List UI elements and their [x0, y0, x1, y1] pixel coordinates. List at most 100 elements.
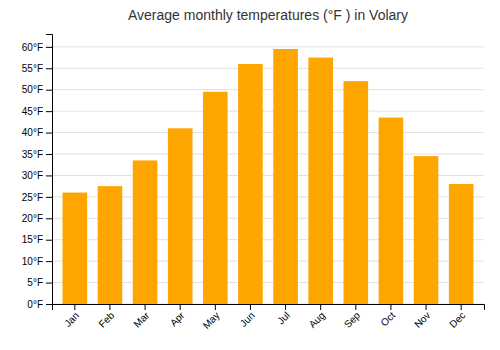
x-tick-label: Oct — [379, 310, 398, 329]
y-tick-label: 30°F — [22, 170, 43, 181]
y-tick-mark — [46, 197, 52, 198]
y-tick-label: 50°F — [22, 84, 43, 95]
y-tick-mark — [46, 111, 52, 112]
x-tick: Nov — [412, 304, 432, 330]
x-tick-mark — [426, 304, 427, 310]
y-tick-label: 60°F — [22, 42, 43, 53]
x-tick-label: Mar — [131, 309, 151, 329]
y-tick: 20°F — [22, 213, 52, 224]
x-tick-mark — [215, 304, 216, 310]
y-tick: 60°F — [22, 42, 52, 53]
y-tick-mark — [46, 240, 52, 241]
x-tick-label: Sep — [342, 309, 363, 330]
x-tick-label: Jul — [275, 310, 292, 327]
y-tick-label: 35°F — [22, 149, 43, 160]
x-tick-mark — [250, 304, 251, 310]
y-tick-label: 15°F — [22, 234, 43, 245]
x-tick-label: Aug — [307, 310, 327, 330]
x-tick-mark — [320, 304, 321, 310]
bar — [133, 160, 158, 304]
y-tick: 35°F — [22, 149, 52, 160]
y-tick-mark — [46, 218, 52, 219]
bar — [63, 193, 88, 304]
y-tick-mark — [46, 68, 52, 69]
y-tick-mark — [46, 175, 52, 176]
bar — [414, 156, 439, 304]
grid-line — [52, 132, 484, 133]
x-tick-mark — [180, 304, 181, 310]
y-tick: 15°F — [22, 234, 52, 245]
x-tick-mark — [461, 304, 462, 310]
y-tick: 30°F — [22, 170, 52, 181]
y-tick-label: 45°F — [22, 106, 43, 117]
x-tick: Dec — [447, 304, 467, 330]
y-tick-label: 20°F — [22, 213, 43, 224]
y-tick: 40°F — [22, 127, 52, 138]
y-tick-label: 5°F — [27, 277, 43, 288]
y-tick-label: 55°F — [22, 63, 43, 74]
chart-svg: 0°F 5°F 10°F 15°F 20°F 25°F 30°F 35°F 40°F 45°F 50… — [0, 0, 500, 350]
y-tick-mark — [46, 261, 52, 262]
x-axis-line — [53, 305, 485, 311]
x-tick: Sep — [342, 304, 363, 330]
grid-line — [52, 89, 484, 90]
y-tick: 45°F — [22, 106, 52, 117]
x-tick: Feb — [96, 304, 116, 330]
x-tick: May — [201, 304, 222, 331]
y-tick: 10°F — [22, 256, 52, 267]
x-tick-label: Nov — [412, 310, 432, 330]
chart-container: 0°F 5°F 10°F 15°F 20°F 25°F 30°F 35°F 40°F 45°F 50… — [0, 0, 500, 350]
x-tick-label: Dec — [447, 310, 467, 330]
bar — [379, 118, 404, 304]
y-tick-mark — [46, 47, 52, 48]
grid-line — [52, 154, 484, 155]
x-tick-mark — [285, 304, 286, 310]
x-tick-label: Apr — [168, 309, 187, 328]
bar — [98, 186, 123, 304]
bar — [238, 64, 263, 304]
bar — [344, 81, 369, 304]
plot-area: 0°F 5°F 10°F 15°F 20°F 25°F 30°F 35°F 40°F 45°F 50… — [22, 35, 485, 331]
x-tick-mark — [74, 304, 75, 310]
x-tick-label: Jan — [62, 310, 81, 329]
x-tick: Jul — [275, 304, 292, 326]
grid — [52, 47, 484, 304]
y-tick-mark — [46, 304, 52, 305]
bar — [203, 92, 228, 304]
y-tick: 55°F — [22, 63, 52, 74]
bar — [273, 49, 298, 304]
x-tick-label: Jun — [238, 310, 257, 329]
x-tick-mark — [145, 304, 146, 310]
y-tick: 0°F — [27, 299, 52, 310]
x-tick-mark — [109, 304, 110, 310]
bar — [308, 58, 333, 304]
y-tick: 25°F — [22, 192, 52, 203]
x-tick-label: May — [201, 310, 222, 331]
grid-line — [52, 111, 484, 112]
y-tick-mark — [46, 90, 52, 91]
y-tick: 5°F — [27, 277, 52, 288]
x-axis: Jan Feb Mar Apr May Jun Jul Aug Sep Oct Nov Dec — [53, 304, 485, 331]
y-tick-label: 40°F — [22, 127, 43, 138]
x-tick: Jan — [62, 304, 81, 329]
y-tick-label: 10°F — [22, 256, 43, 267]
x-tick: Jun — [238, 304, 257, 329]
bars — [63, 49, 474, 304]
bar — [168, 128, 193, 304]
x-tick-label: Feb — [96, 309, 116, 329]
x-tick: Apr — [168, 304, 187, 328]
y-axis: 0°F 5°F 10°F 15°F 20°F 25°F 30°F 35°F 40°F 45°F 50… — [22, 35, 53, 310]
x-tick-mark — [355, 304, 356, 310]
y-tick-mark — [46, 154, 52, 155]
y-tick: 50°F — [22, 84, 52, 95]
title: Average monthly temperatures (°F ) in Vo… — [128, 7, 408, 23]
y-tick-mark — [46, 283, 52, 284]
grid-line — [52, 68, 484, 69]
y-tick-mark — [46, 133, 52, 134]
y-axis-line — [46, 35, 53, 305]
x-tick: Aug — [307, 304, 327, 330]
x-tick: Mar — [131, 304, 151, 330]
grid-line — [52, 46, 484, 47]
x-tick: Oct — [379, 304, 398, 328]
bar — [449, 184, 474, 304]
